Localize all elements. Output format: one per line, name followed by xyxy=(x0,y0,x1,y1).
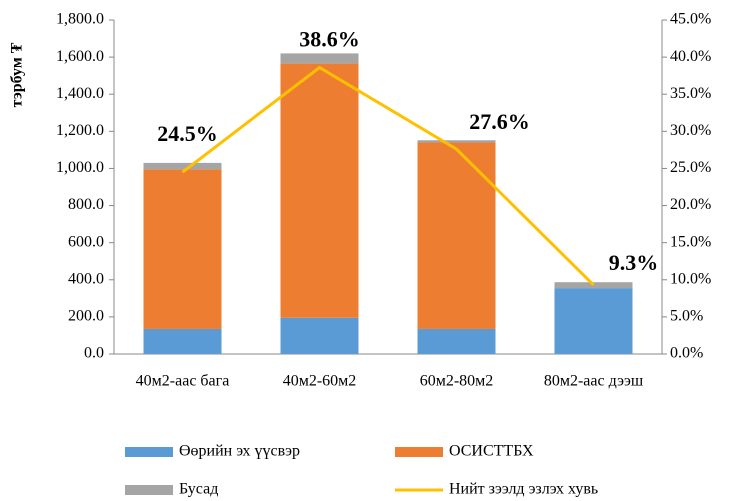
y2-tick-label: 10.0% xyxy=(670,270,711,287)
y2-tick-label: 5.0% xyxy=(670,308,703,325)
x-tick-label: 40м2-60м2 xyxy=(283,373,357,390)
data-label: 38.6% xyxy=(299,27,360,52)
y-axis-label: тэрбум ₮ xyxy=(9,42,26,107)
line-series xyxy=(181,65,595,287)
y-tick-label: 600.0 xyxy=(68,233,104,250)
bar-segment xyxy=(554,288,633,354)
bar-segment xyxy=(143,169,222,329)
y-tick-label: 1,800.0 xyxy=(56,11,104,28)
x-tick-label: 40м2-аас бага xyxy=(136,373,230,390)
bar-segment xyxy=(417,140,496,143)
y2-tick-label: 25.0% xyxy=(670,159,711,176)
y2-tick-label: 40.0% xyxy=(670,48,711,65)
data-label: 9.3% xyxy=(609,250,659,275)
legend-label: Бусад xyxy=(179,481,218,498)
bar-segment xyxy=(417,328,496,354)
bar-segment xyxy=(143,162,222,170)
legend-label: Нийт зээлд эзлэх хувь xyxy=(449,481,598,498)
y-tick-label: 1,600.0 xyxy=(56,48,104,65)
y-tick-label: 400.0 xyxy=(68,270,104,287)
y2-tick-label: 45.0% xyxy=(670,11,711,28)
bar-segment xyxy=(554,282,633,289)
y2-tick-label: 30.0% xyxy=(670,122,711,139)
legend-label: Өөрийн эх үүсвэр xyxy=(179,443,300,460)
bar-segment xyxy=(417,142,496,329)
y2-tick-label: 20.0% xyxy=(670,196,711,213)
bar-segment xyxy=(143,328,222,354)
legend-swatch xyxy=(125,485,173,495)
y-tick-label: 1,400.0 xyxy=(56,85,104,102)
y2-tick-label: 0.0% xyxy=(670,345,703,362)
x-tick-label: 60м2-80м2 xyxy=(420,373,494,390)
y2-tick-label: 15.0% xyxy=(670,233,711,250)
data-label: 27.6% xyxy=(469,109,530,134)
legend-swatch xyxy=(125,447,173,457)
y-tick-label: 200.0 xyxy=(68,308,104,325)
y-tick-label: 800.0 xyxy=(68,196,104,213)
x-tick-label: 80м2-аас дээш xyxy=(544,373,644,390)
bar-segment xyxy=(280,317,359,354)
y-tick-label: 1,000.0 xyxy=(56,159,104,176)
y2-tick-label: 35.0% xyxy=(670,85,711,102)
legend-label: ОСИСТТБХ xyxy=(449,443,534,460)
y-tick-label: 0.0 xyxy=(84,345,104,362)
legend-swatch xyxy=(395,447,443,457)
bar-segment xyxy=(280,53,359,64)
bar-segment xyxy=(280,63,359,318)
y-tick-label: 1,200.0 xyxy=(56,122,104,139)
data-label: 24.5% xyxy=(157,121,218,146)
